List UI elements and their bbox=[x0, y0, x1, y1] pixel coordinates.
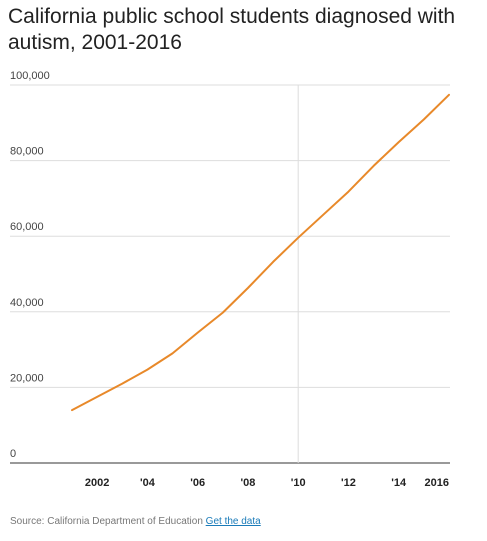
x-tick-label: '12 bbox=[341, 477, 356, 489]
x-tick-labels: 2002 '04 '06 '08 '10 '12 '14 2016 bbox=[85, 477, 449, 489]
series-line bbox=[71, 93, 450, 412]
x-tick-label: 2002 bbox=[85, 477, 109, 489]
y-tick-label: 0 bbox=[10, 448, 16, 460]
y-tick-label: 40,000 bbox=[10, 297, 44, 309]
chart-title: California public school students diagno… bbox=[8, 5, 456, 54]
y-tick-label: 80,000 bbox=[10, 146, 44, 158]
y-tick-label: 60,000 bbox=[10, 221, 44, 233]
y-gridlines bbox=[10, 84, 450, 464]
y-tick-label: 100,000 bbox=[10, 70, 50, 82]
x-tick-label: 2016 bbox=[425, 477, 449, 489]
y-tick-label: 20,000 bbox=[10, 372, 44, 384]
x-tick-label: '04 bbox=[140, 477, 156, 489]
line-chart: 0 20,000 40,000 60,000 80,000 100,000 2002 '04… bbox=[10, 70, 450, 489]
source-note: Source: California Department of Educati… bbox=[10, 516, 261, 527]
series-lines bbox=[71, 93, 450, 412]
x-tick-label: '14 bbox=[391, 477, 407, 489]
x-tick-label: '06 bbox=[190, 477, 205, 489]
y-tick-labels: 0 20,000 40,000 60,000 80,000 100,000 bbox=[10, 70, 50, 460]
source-text: Source: California Department of Educati… bbox=[10, 516, 203, 527]
x-tick-label: '08 bbox=[241, 477, 256, 489]
x-tick-label: '10 bbox=[291, 477, 306, 489]
get-data-link[interactable]: Get the data bbox=[205, 516, 261, 527]
